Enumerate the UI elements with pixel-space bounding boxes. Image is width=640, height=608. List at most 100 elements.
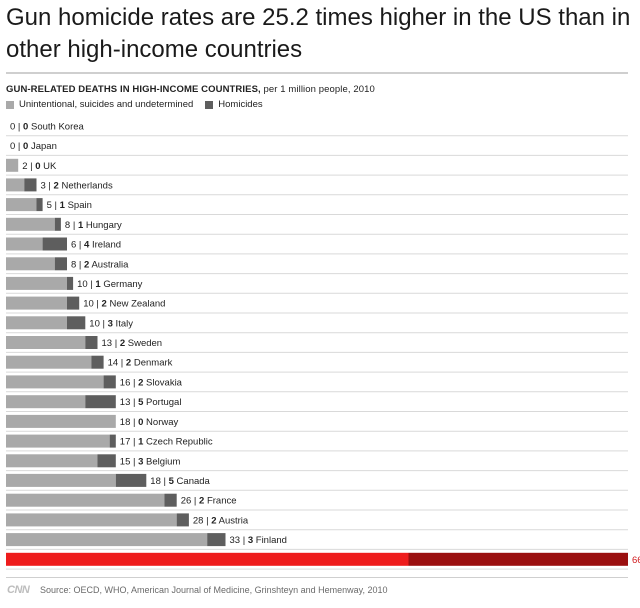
value-separator: | — [130, 456, 138, 467]
bar-homicide-sweden — [85, 336, 98, 349]
value-homicide-uk: 0 — [35, 161, 40, 172]
value-other-norway: 18 — [120, 417, 131, 428]
value-other-canada: 18 — [150, 476, 161, 487]
country-label-finland: Finland — [253, 535, 287, 546]
value-homicide-netherlands: 2 — [54, 180, 59, 191]
data-label-denmark: 14 | 2 Denmark — [108, 358, 173, 369]
title-divider — [6, 72, 628, 74]
bar-other-australia — [6, 257, 55, 271]
country-label-hungary: Hungary — [83, 220, 122, 231]
value-homicide-belgium: 3 — [138, 456, 143, 467]
data-label-netherlands: 3 | 2 Netherlands — [41, 180, 113, 191]
bar-homicide-portugal — [85, 395, 116, 409]
bar-other-hungary — [6, 217, 55, 231]
data-label-south-korea: 0 | 0 South Korea — [10, 121, 85, 132]
bar-other-canada — [6, 473, 116, 487]
value-other-denmark: 14 — [108, 358, 119, 369]
value-other-japan: 0 — [10, 141, 15, 152]
country-label-slovakia: Slovakia — [143, 377, 182, 388]
country-label-norway: Norway — [143, 417, 178, 428]
value-homicide-austria: 2 — [211, 515, 216, 526]
country-label-italy: Italy — [113, 318, 133, 329]
bar-other-ireland — [6, 237, 43, 251]
bar-homicide-germany — [67, 276, 74, 290]
value-other-sweden: 13 — [102, 338, 113, 349]
value-separator: | — [76, 240, 84, 251]
chart-title: GUN-RELATED DEATHS IN HIGH-INCOME COUNTR… — [6, 84, 375, 95]
value-separator: | — [88, 279, 96, 290]
country-label-netherlands: Netherlands — [59, 180, 113, 191]
value-other-hungary: 8 — [65, 220, 70, 231]
legend: Unintentional, suicides and undetermined… — [6, 99, 275, 110]
data-label-australia: 8 | 2 Australia — [71, 259, 129, 270]
bar-homicide-france — [164, 493, 177, 507]
value-homicide-italy: 3 — [108, 318, 113, 329]
value-homicide-france: 2 — [199, 496, 204, 507]
bar-homicide-hungary — [54, 217, 61, 231]
value-homicide-norway: 0 — [138, 417, 143, 428]
value-other-spain: 5 — [47, 200, 52, 211]
bar-other-us — [6, 552, 409, 566]
bar-other-new-zealand — [6, 296, 67, 310]
country-label-australia: Australia — [89, 259, 129, 270]
data-label-finland: 33 | 3 Finland — [230, 535, 287, 546]
value-other-us: 66 — [632, 555, 640, 566]
value-separator: | — [15, 141, 23, 152]
value-other-south-korea: 0 — [10, 121, 15, 132]
bar-other-uk — [6, 158, 19, 172]
value-other-uk: 2 — [22, 161, 27, 172]
data-label-hungary: 8 | 1 Hungary — [65, 220, 122, 231]
data-label-uk: 2 | 0 UK — [22, 161, 57, 172]
value-separator: | — [76, 259, 84, 270]
value-separator: | — [15, 121, 23, 132]
value-separator: | — [118, 358, 126, 369]
bar-other-slovakia — [6, 375, 104, 389]
value-homicide-sweden: 2 — [120, 338, 125, 349]
value-homicide-germany: 1 — [95, 279, 101, 290]
bar-chart: 0 | 0 South Korea 0 | 0 Japan 2 | 0 UK 3 | … — [6, 121, 640, 570]
country-label-ireland: Ireland — [89, 240, 121, 251]
value-other-austria: 28 — [193, 515, 204, 526]
value-other-australia: 8 — [71, 259, 76, 270]
cnn-logo: CNN — [7, 584, 30, 596]
value-homicide-czech-republic: 1 — [138, 437, 144, 448]
value-separator: | — [112, 338, 120, 349]
footer-divider — [6, 577, 628, 578]
value-other-czech-republic: 17 — [120, 437, 131, 448]
value-homicide-denmark: 2 — [126, 358, 131, 369]
legend-item-homicide: Homicides — [205, 99, 263, 110]
value-other-france: 26 — [181, 496, 192, 507]
value-homicide-hungary: 1 — [78, 220, 84, 231]
country-label-sweden: Sweden — [125, 338, 162, 349]
bar-homicide-denmark — [91, 355, 104, 369]
value-homicide-new-zealand: 2 — [102, 299, 107, 310]
legend-label-homicide: Homicides — [218, 99, 263, 110]
bar-other-italy — [6, 316, 67, 330]
value-other-germany: 10 — [77, 279, 88, 290]
bar-homicide-finland — [207, 533, 226, 547]
value-separator: | — [27, 161, 35, 172]
data-label-japan: 0 | 0 Japan — [10, 141, 57, 152]
value-separator: | — [130, 417, 138, 428]
bar-other-austria — [6, 513, 177, 527]
value-separator: | — [203, 515, 211, 526]
value-other-slovakia: 16 — [120, 377, 131, 388]
bar-homicide-belgium — [97, 454, 116, 468]
data-label-france: 26 | 2 France — [181, 496, 237, 507]
country-label-france: France — [204, 496, 236, 507]
value-separator: | — [191, 496, 199, 507]
value-separator: | — [130, 377, 138, 388]
bar-other-germany — [6, 276, 67, 290]
bar-homicide-austria — [176, 513, 189, 527]
bar-homicide-italy — [67, 316, 86, 330]
value-homicide-ireland: 4 — [84, 240, 90, 251]
bar-other-denmark — [6, 355, 92, 369]
bar-other-belgium — [6, 454, 98, 468]
value-separator: | — [100, 318, 108, 329]
bar-other-sweden — [6, 336, 86, 349]
value-homicide-australia: 2 — [84, 259, 89, 270]
bar-homicide-slovakia — [103, 375, 116, 389]
value-homicide-south-korea: 0 — [23, 121, 28, 132]
country-label-spain: Spain — [65, 200, 92, 211]
bar-other-france — [6, 493, 165, 507]
